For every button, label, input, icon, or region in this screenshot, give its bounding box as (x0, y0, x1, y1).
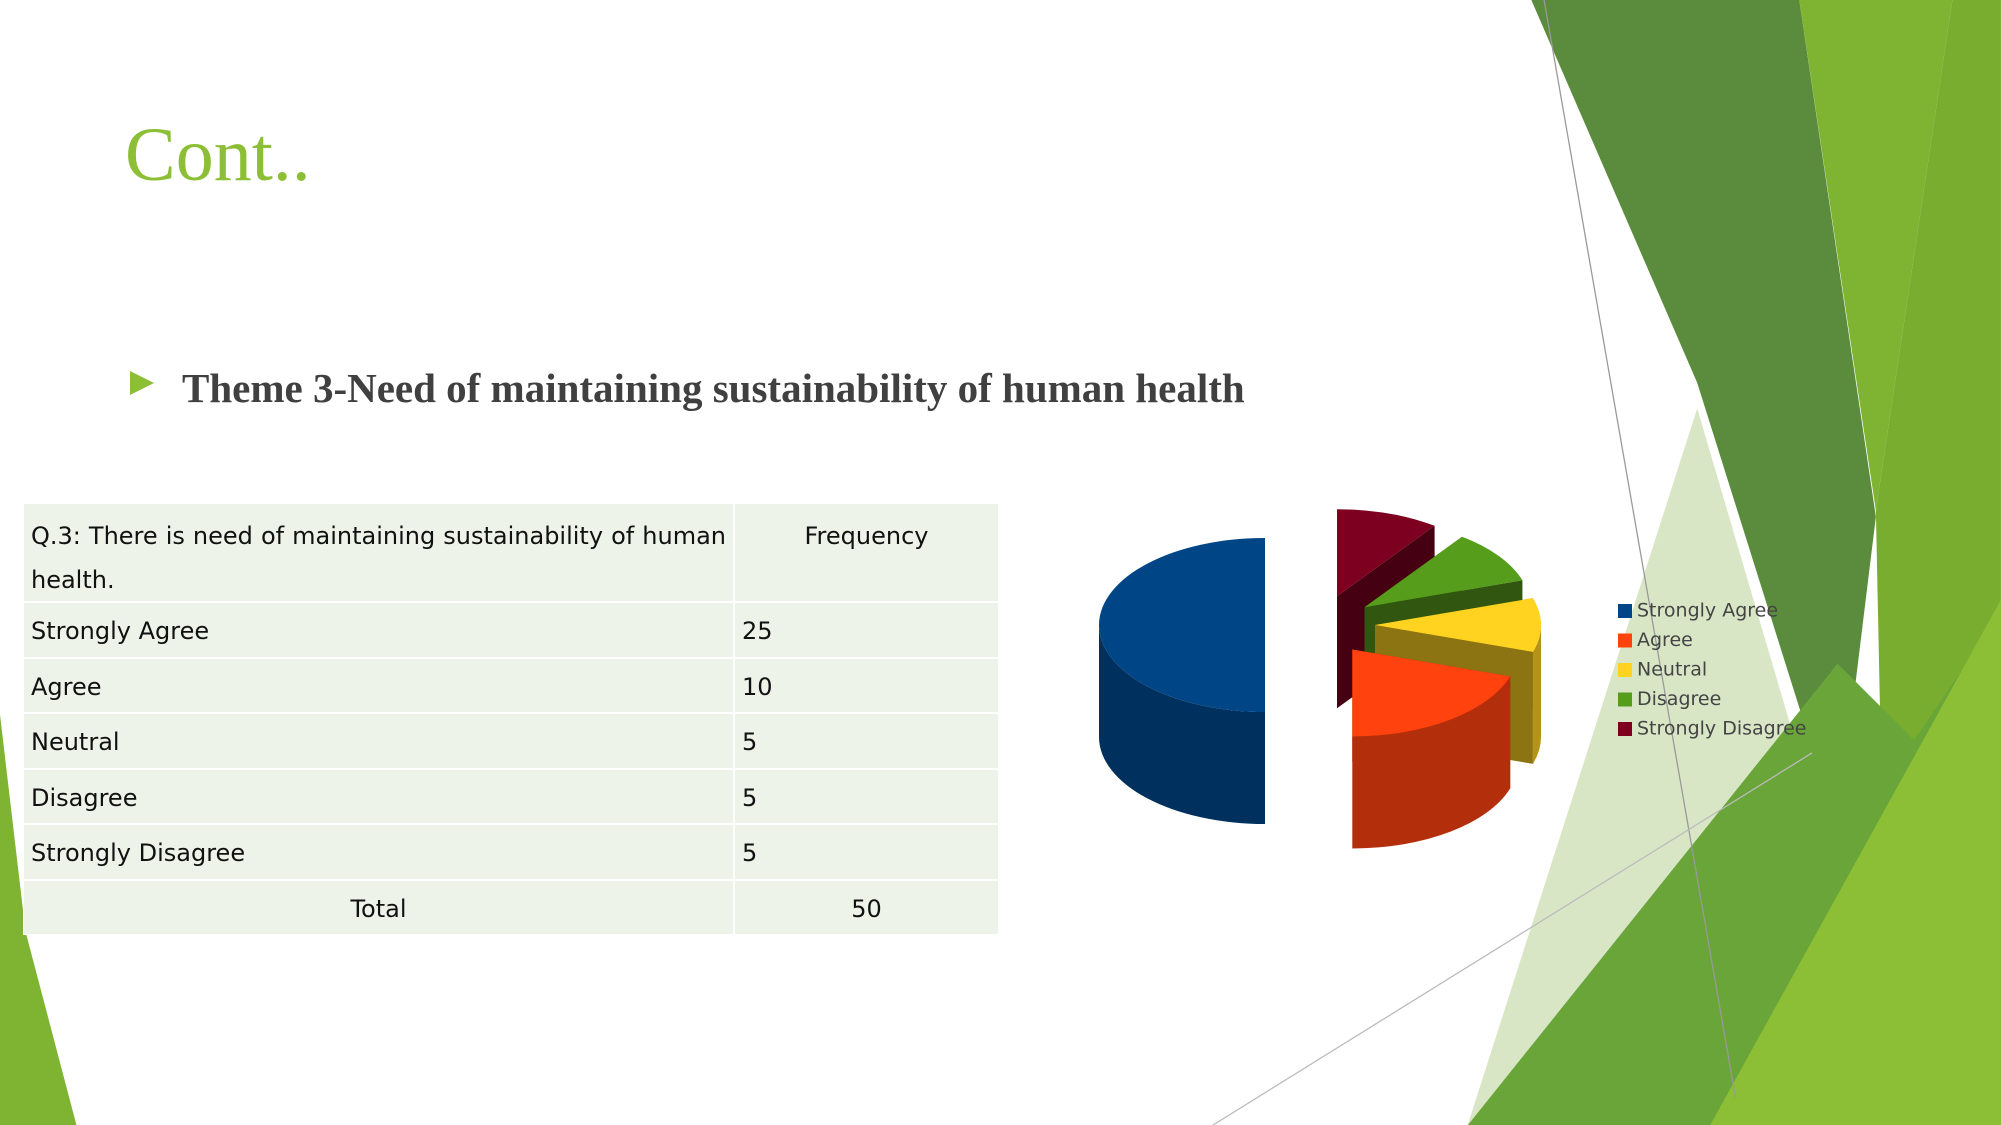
pie-slice-part (1352, 649, 1511, 737)
legend-swatch (1618, 663, 1632, 677)
legend-label: Neutral (1637, 659, 1707, 681)
pie-slice (1352, 649, 1511, 849)
table-cell: 25 (734, 602, 999, 658)
legend-label: Strongly Agree (1637, 600, 1778, 622)
pie-slice-part (1099, 538, 1265, 712)
table-header-cell: Q.3: There is need of maintaining sustai… (23, 503, 734, 602)
table-total-value: 50 (734, 879, 999, 935)
table-cell: Neutral (23, 713, 734, 769)
bullet-text: Theme 3-Need of maintaining sustainabili… (182, 365, 1245, 411)
pie-slice-part (1375, 598, 1542, 652)
pie-slice (1099, 538, 1265, 824)
table-header-cell: Frequency (734, 503, 999, 602)
table-cell: Disagree (23, 768, 734, 824)
legend-swatch (1618, 692, 1632, 707)
legend-label: Strongly Disagree (1637, 718, 1806, 740)
pie-slice-part (1099, 625, 1265, 824)
slide-title: Cont.. (125, 113, 311, 197)
legend-swatch (1618, 604, 1632, 618)
legend-label: Disagree (1637, 688, 1721, 710)
table-total-label: Total (23, 879, 734, 935)
pie-slice-part (1352, 676, 1511, 849)
legend-label: Agree (1637, 629, 1693, 651)
legend-swatch (1618, 722, 1632, 736)
legend-swatch (1618, 633, 1632, 648)
table-cell: 5 (734, 713, 999, 769)
table-cell: 5 (734, 768, 999, 824)
table-cell: Strongly Disagree (23, 824, 734, 880)
bullet-icon (130, 371, 154, 395)
pie-slice-part (1532, 625, 1541, 764)
table-cell: Agree (23, 657, 734, 713)
pie-slice-part (1337, 509, 1435, 597)
table-cell: Strongly Agree (23, 602, 734, 658)
table-cell: 5 (734, 824, 999, 880)
pie-slice-part (1364, 536, 1523, 608)
table-cell: 10 (734, 657, 999, 713)
